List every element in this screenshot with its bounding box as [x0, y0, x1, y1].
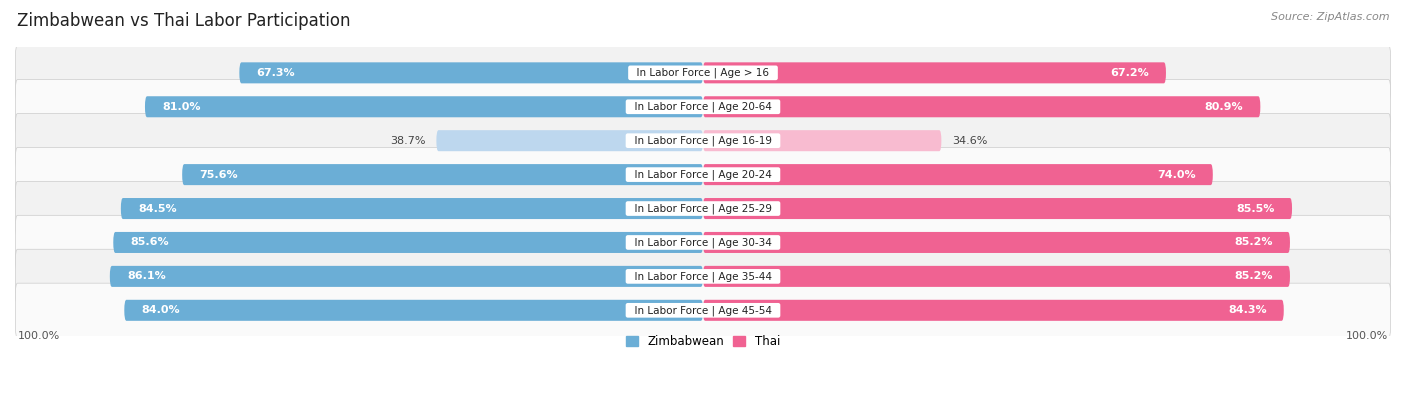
FancyBboxPatch shape [114, 232, 703, 253]
FancyBboxPatch shape [183, 164, 703, 185]
FancyBboxPatch shape [239, 62, 703, 83]
FancyBboxPatch shape [703, 96, 1260, 117]
FancyBboxPatch shape [15, 46, 1391, 100]
Text: 34.6%: 34.6% [952, 136, 987, 146]
FancyBboxPatch shape [15, 80, 1391, 134]
FancyBboxPatch shape [145, 96, 703, 117]
Text: 38.7%: 38.7% [391, 136, 426, 146]
Text: 85.2%: 85.2% [1234, 237, 1272, 247]
Text: 84.3%: 84.3% [1227, 305, 1267, 315]
FancyBboxPatch shape [703, 300, 1284, 321]
FancyBboxPatch shape [110, 266, 703, 287]
Legend: Zimbabwean, Thai: Zimbabwean, Thai [621, 331, 785, 353]
Text: 75.6%: 75.6% [200, 169, 238, 180]
Text: 80.9%: 80.9% [1205, 102, 1243, 112]
Text: 85.6%: 85.6% [131, 237, 169, 247]
Text: Zimbabwean vs Thai Labor Participation: Zimbabwean vs Thai Labor Participation [17, 12, 350, 30]
FancyBboxPatch shape [15, 249, 1391, 303]
FancyBboxPatch shape [703, 62, 1166, 83]
Text: In Labor Force | Age 20-24: In Labor Force | Age 20-24 [628, 169, 778, 180]
Text: In Labor Force | Age 25-29: In Labor Force | Age 25-29 [627, 203, 779, 214]
FancyBboxPatch shape [703, 164, 1213, 185]
FancyBboxPatch shape [15, 283, 1391, 337]
Text: 100.0%: 100.0% [17, 331, 59, 341]
Text: 86.1%: 86.1% [127, 271, 166, 281]
Text: In Labor Force | Age > 16: In Labor Force | Age > 16 [630, 68, 776, 78]
Text: In Labor Force | Age 16-19: In Labor Force | Age 16-19 [627, 135, 779, 146]
Text: 85.5%: 85.5% [1236, 203, 1275, 214]
Text: In Labor Force | Age 20-64: In Labor Force | Age 20-64 [628, 102, 778, 112]
FancyBboxPatch shape [121, 198, 703, 219]
FancyBboxPatch shape [15, 147, 1391, 202]
Text: 67.2%: 67.2% [1109, 68, 1149, 78]
FancyBboxPatch shape [703, 232, 1289, 253]
FancyBboxPatch shape [703, 266, 1289, 287]
Text: Source: ZipAtlas.com: Source: ZipAtlas.com [1271, 12, 1389, 22]
FancyBboxPatch shape [703, 130, 942, 151]
Text: 85.2%: 85.2% [1234, 271, 1272, 281]
Text: 84.0%: 84.0% [142, 305, 180, 315]
Text: 74.0%: 74.0% [1157, 169, 1195, 180]
Text: In Labor Force | Age 35-44: In Labor Force | Age 35-44 [627, 271, 779, 282]
Text: In Labor Force | Age 30-34: In Labor Force | Age 30-34 [628, 237, 778, 248]
Text: In Labor Force | Age 45-54: In Labor Force | Age 45-54 [627, 305, 779, 316]
Text: 81.0%: 81.0% [162, 102, 201, 112]
FancyBboxPatch shape [703, 198, 1292, 219]
Text: 84.5%: 84.5% [138, 203, 177, 214]
FancyBboxPatch shape [15, 113, 1391, 168]
Text: 100.0%: 100.0% [1347, 331, 1389, 341]
FancyBboxPatch shape [15, 181, 1391, 236]
FancyBboxPatch shape [124, 300, 703, 321]
FancyBboxPatch shape [15, 215, 1391, 270]
Text: 67.3%: 67.3% [256, 68, 295, 78]
FancyBboxPatch shape [436, 130, 703, 151]
